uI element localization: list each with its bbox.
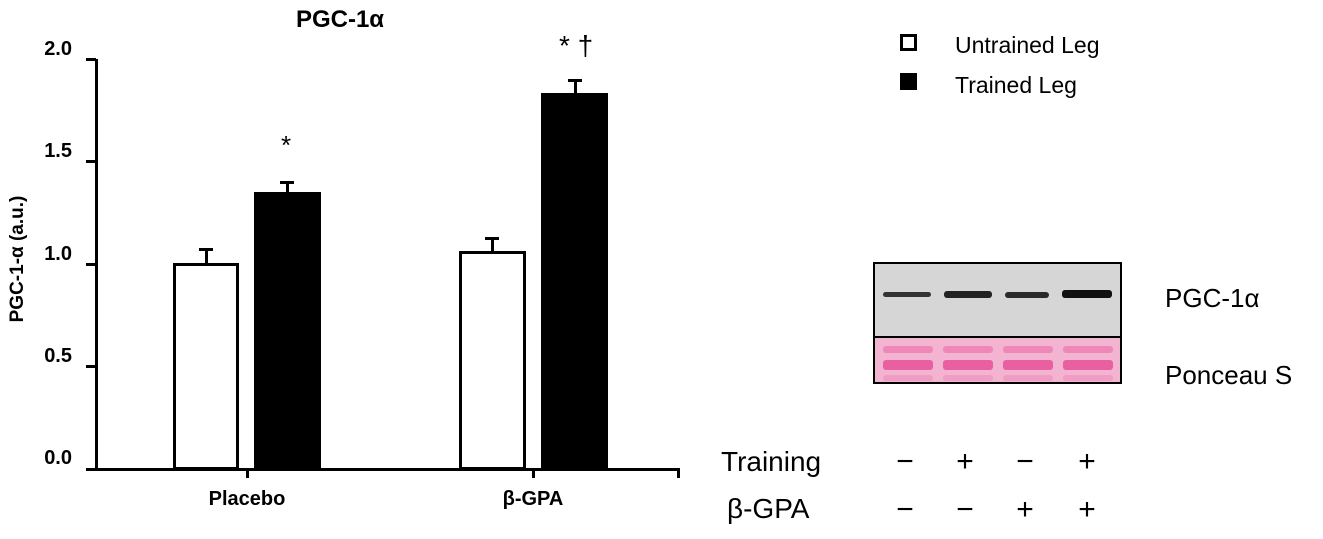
y-tick xyxy=(86,160,96,163)
error-cap xyxy=(199,248,213,251)
condition-sign: + xyxy=(1078,493,1096,526)
western-blot-image xyxy=(873,262,1122,384)
condition-sign: − xyxy=(896,493,914,526)
error-cap xyxy=(568,79,582,82)
bar-bgpa-trained xyxy=(541,93,608,470)
stain-band xyxy=(1063,360,1113,370)
condition-sign: + xyxy=(1078,445,1096,478)
condition-sign: − xyxy=(1016,445,1034,478)
error-bar xyxy=(286,183,289,193)
blot-band xyxy=(883,292,931,297)
x-tick xyxy=(677,468,680,478)
stain-band xyxy=(1003,375,1053,381)
y-tick-label: 1.0 xyxy=(44,243,72,265)
significance-marker: * xyxy=(281,130,292,160)
condition-label-bgpa: β-GPA xyxy=(727,493,810,524)
blot-row-label: PGC-1α xyxy=(1165,283,1260,313)
y-tick-label: 1.5 xyxy=(44,140,72,162)
error-cap xyxy=(280,181,294,184)
blot-row-label: Ponceau S xyxy=(1165,360,1293,390)
legend-label: Trained Leg xyxy=(955,72,1077,98)
legend-swatch-untrained xyxy=(900,34,917,51)
y-tick xyxy=(86,263,96,266)
error-bar xyxy=(574,81,577,94)
error-cap xyxy=(485,237,499,240)
y-tick-label: 0.0 xyxy=(44,447,72,469)
stain-band xyxy=(883,360,933,370)
error-bar xyxy=(491,239,494,252)
ponceau-stain-panel xyxy=(875,338,1120,382)
stain-band xyxy=(943,375,993,381)
y-tick xyxy=(86,468,96,471)
stain-band xyxy=(1063,346,1113,353)
bar-bgpa-untrained xyxy=(459,251,526,470)
y-tick xyxy=(86,58,96,61)
blot-band xyxy=(1062,290,1112,298)
condition-label-training: Training xyxy=(721,446,822,477)
x-tick xyxy=(532,468,535,478)
stain-band xyxy=(1003,360,1053,370)
x-category-label: β-GPA xyxy=(502,488,564,510)
stain-band xyxy=(1003,346,1053,353)
y-tick-label: 2.0 xyxy=(44,38,72,60)
y-tick xyxy=(86,365,96,368)
x-tick xyxy=(246,468,249,478)
pgc1a-blot-panel xyxy=(875,264,1120,338)
blot-band xyxy=(944,291,992,298)
y-tick-label: 0.5 xyxy=(44,345,72,367)
legend-label: Untrained Leg xyxy=(955,32,1100,58)
condition-sign: + xyxy=(1016,493,1034,526)
x-axis xyxy=(95,468,680,471)
condition-sign: − xyxy=(956,493,974,526)
stain-band xyxy=(943,360,993,370)
legend-swatch-trained xyxy=(900,73,917,90)
significance-marker: * † xyxy=(559,30,594,61)
y-axis xyxy=(95,59,98,471)
chart-title: PGC-1α xyxy=(295,6,385,33)
x-category-label: Placebo xyxy=(208,488,286,510)
bar-placebo-untrained xyxy=(173,263,239,470)
condition-sign: + xyxy=(956,445,974,478)
stain-band xyxy=(883,375,933,381)
stain-band xyxy=(943,346,993,353)
stain-band xyxy=(883,346,933,353)
error-bar xyxy=(205,250,208,264)
condition-sign: − xyxy=(896,445,914,478)
stain-band xyxy=(1063,375,1113,381)
blot-band xyxy=(1005,292,1049,298)
bar-placebo-trained xyxy=(254,192,321,470)
